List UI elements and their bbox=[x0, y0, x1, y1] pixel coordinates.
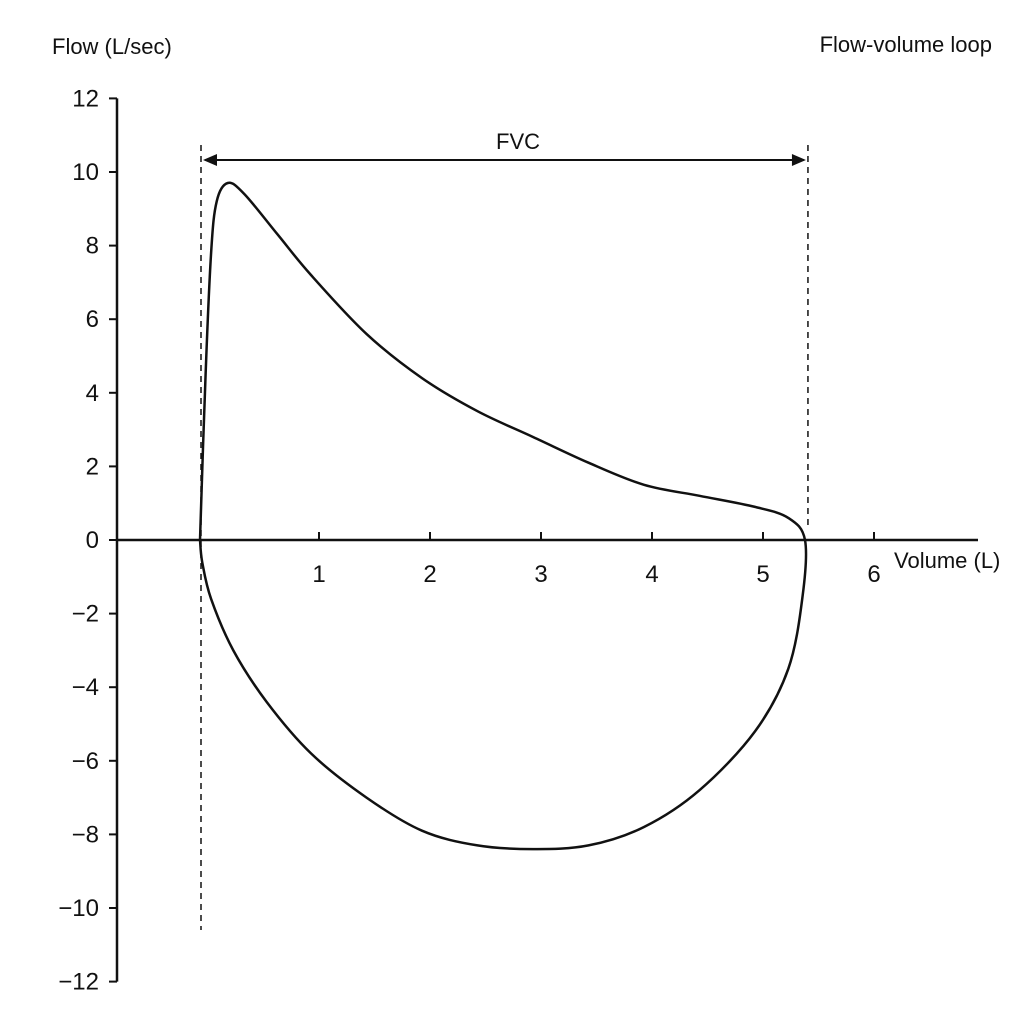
y-tick-label: −4 bbox=[72, 674, 99, 701]
fvc-arrowhead-right bbox=[791, 154, 806, 166]
fvc-arrowhead-left bbox=[203, 154, 217, 166]
x-axis-title: Volume (L) bbox=[894, 548, 1000, 573]
x-tick-label: 2 bbox=[423, 561, 436, 588]
y-tick-label: −6 bbox=[72, 748, 99, 775]
y-tick-label: −2 bbox=[72, 601, 99, 628]
y-tick-label: −8 bbox=[72, 821, 99, 848]
y-tick-label: 4 bbox=[86, 380, 99, 407]
y-tick-label: 8 bbox=[86, 233, 99, 260]
x-tick-label: 4 bbox=[645, 561, 658, 588]
x-tick-label: 3 bbox=[534, 561, 547, 588]
x-tick-label: 1 bbox=[312, 561, 325, 588]
x-tick-label: 5 bbox=[756, 561, 769, 588]
y-tick-label: 12 bbox=[72, 85, 99, 112]
y-tick-label: 0 bbox=[86, 527, 99, 554]
fvc-label: FVC bbox=[496, 129, 540, 154]
chart-title: Flow-volume loop bbox=[820, 32, 992, 57]
flow-volume-loop-line bbox=[198, 181, 808, 851]
x-tick-label: 6 bbox=[867, 561, 880, 588]
y-tick-label: 6 bbox=[86, 306, 99, 333]
y-tick-label: −12 bbox=[58, 969, 99, 996]
y-tick-label: 10 bbox=[72, 159, 99, 186]
y-tick-label: −10 bbox=[58, 895, 99, 922]
y-tick-label: 2 bbox=[86, 453, 99, 480]
y-axis-title: Flow (L/sec) bbox=[52, 34, 172, 59]
